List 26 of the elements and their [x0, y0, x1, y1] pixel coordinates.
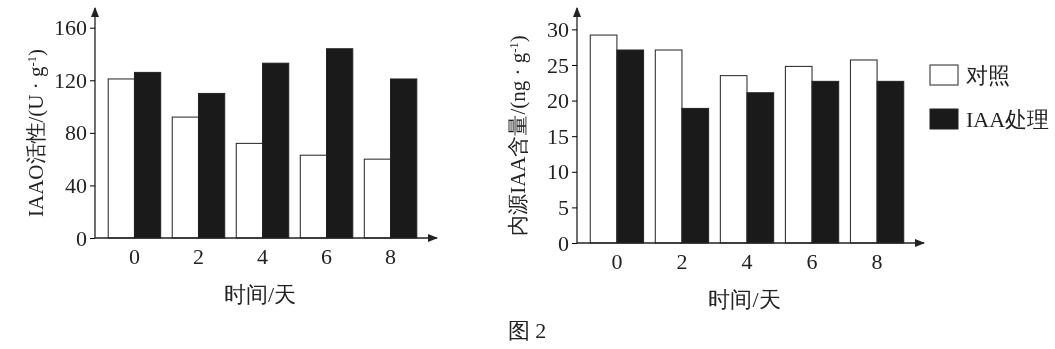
- x-tick-label: 8: [385, 243, 397, 269]
- y-tick-label: 160: [54, 15, 87, 41]
- x-tick-label: 2: [676, 248, 688, 274]
- caption: 图 2: [507, 318, 547, 343]
- x-tick-label: 0: [128, 243, 140, 269]
- x-tick-label: 6: [321, 243, 333, 269]
- y-tick-label: 10: [547, 159, 569, 185]
- x-tick-label: 4: [741, 248, 753, 274]
- x-tick-label: 0: [611, 248, 623, 274]
- x-tick-label: 4: [257, 243, 268, 269]
- x-tick-label: 2: [192, 243, 204, 269]
- y-tick-label: 120: [54, 67, 87, 93]
- y-tick-label: 5: [558, 194, 569, 220]
- y-tick-label: 80: [65, 120, 87, 146]
- x-tick-label: 6: [806, 248, 818, 274]
- y-tick-label: 30: [547, 16, 569, 42]
- y-tick-label: 0: [76, 225, 87, 251]
- legend-label: IAA处理: [966, 107, 1050, 132]
- x-axis-title: 时间/天: [708, 287, 781, 312]
- y-tick-label: 20: [547, 88, 569, 114]
- y-tick-label: 40: [65, 172, 87, 198]
- y-tick-label: 25: [547, 52, 569, 78]
- y-tick-label: 15: [547, 123, 569, 149]
- x-tick-label: 8: [871, 248, 883, 274]
- x-axis-title: 时间/天: [223, 282, 297, 307]
- legend-label: 对照: [966, 63, 1010, 88]
